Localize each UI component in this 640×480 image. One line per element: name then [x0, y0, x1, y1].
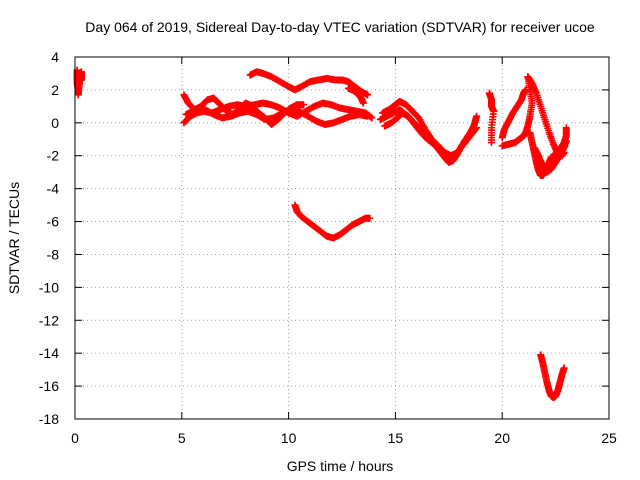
y-tick-label: -16: [39, 378, 59, 394]
data-point-marker: [359, 99, 367, 107]
y-tick-label: -10: [39, 279, 59, 295]
y-tick-label: -8: [47, 246, 60, 262]
series-arc-02: [246, 68, 372, 99]
series-arc-10: [381, 109, 455, 163]
series-arc-01: [73, 66, 85, 99]
grid-lines: [75, 57, 609, 419]
data-point-marker: [77, 76, 85, 84]
y-tick-label: 2: [51, 82, 59, 98]
series-arc-06: [182, 104, 372, 128]
data-point-marker: [472, 125, 479, 133]
y-tick-label: -18: [39, 411, 59, 427]
x-axis-tick-labels: 0 5 10 15 20 25: [71, 430, 617, 446]
data-point-marker: [560, 364, 568, 372]
data-point-marker: [473, 124, 481, 132]
y-tick-label: 4: [51, 49, 59, 65]
x-tick-label: 5: [178, 430, 186, 446]
data-point-marker: [488, 139, 496, 147]
series-arc-11: [485, 89, 498, 147]
data-markers: [73, 66, 570, 402]
y-axis-title: SDTVAR / TECUs: [6, 182, 22, 294]
data-point-marker: [364, 91, 372, 99]
data-point-marker: [300, 101, 308, 109]
series-arc-16: [530, 137, 570, 176]
y-tick-label: -6: [47, 214, 60, 230]
series-arc-03: [344, 84, 367, 107]
series-arc-17: [537, 351, 568, 402]
y-tick-label: -2: [47, 148, 60, 164]
data-point-marker: [447, 155, 455, 163]
data-point-marker: [473, 112, 481, 120]
y-tick-label: -14: [39, 345, 59, 361]
series-arc-07: [291, 201, 374, 242]
data-point-marker: [562, 124, 570, 132]
x-tick-label: 25: [601, 430, 617, 446]
chart-title: Day 064 of 2019, Sidereal Day-to-day VTE…: [85, 19, 595, 35]
x-axis-title: GPS time / hours: [287, 458, 394, 474]
data-point-marker: [562, 137, 570, 145]
data-point-marker: [368, 114, 376, 122]
y-tick-label: -12: [39, 312, 59, 328]
data-point-marker: [367, 113, 375, 121]
data-point-marker: [366, 214, 374, 222]
data-point-marker: [364, 112, 372, 120]
y-axis-tick-labels: 4 2 0 -2 -4 -6 -8 -10 -12 -14 -16 -18: [39, 49, 59, 427]
y-tick-label: -4: [47, 181, 60, 197]
x-tick-label: 0: [71, 430, 79, 446]
y-tick-label: 0: [51, 115, 59, 131]
x-tick-label: 10: [281, 430, 297, 446]
plot-frame: [74, 56, 610, 420]
x-tick-label: 15: [388, 430, 404, 446]
series-arc-12: [498, 86, 530, 142]
x-tick-label: 20: [494, 430, 510, 446]
